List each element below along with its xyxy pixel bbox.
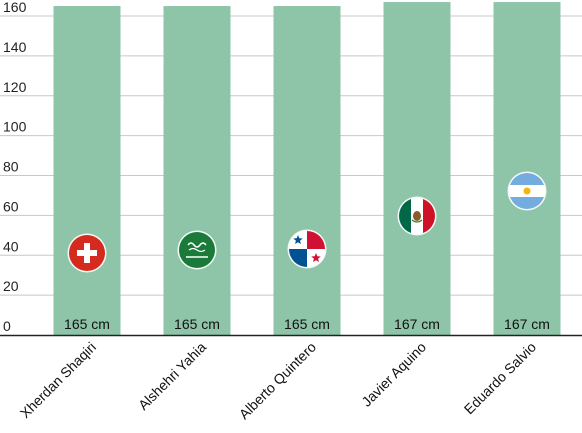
y-tick-label: 140 — [3, 39, 27, 55]
data-label: 167 cm — [394, 316, 440, 332]
flags — [67, 171, 547, 273]
data-label: 165 cm — [174, 316, 220, 332]
y-tick-label: 100 — [3, 119, 27, 135]
y-axis-ticks: 0 20 40 60 80 100 120 140 160 — [3, 0, 27, 334]
y-tick-label: 0 — [3, 318, 11, 334]
bar — [273, 6, 341, 335]
x-tick-label: Javier Aquino — [358, 339, 429, 410]
bar — [493, 2, 561, 335]
data-label: 165 cm — [284, 316, 330, 332]
y-tick-label: 20 — [3, 278, 19, 294]
y-tick-label: 160 — [3, 0, 27, 15]
mexico-flag-icon — [397, 196, 437, 236]
data-labels: 165 cm 165 cm 165 cm 167 cm 167 cm — [64, 316, 550, 332]
x-tick-label: Xherdan Shaqiri — [17, 339, 99, 421]
x-tick-label: Alshehri Yahia — [135, 339, 209, 413]
y-tick-label: 80 — [3, 159, 19, 175]
bar — [163, 6, 231, 335]
data-label: 167 cm — [504, 316, 550, 332]
bar — [383, 2, 451, 335]
data-label: 165 cm — [64, 316, 110, 332]
switzerland-flag-icon — [67, 233, 107, 273]
y-tick-label: 40 — [3, 238, 19, 254]
panama-flag-icon — [287, 229, 327, 269]
x-tick-label: Eduardo Salvio — [461, 339, 540, 418]
bar — [53, 6, 121, 335]
bars — [53, 2, 561, 335]
x-tick-label: Alberto Quintero — [236, 339, 320, 423]
y-tick-label: 120 — [3, 79, 27, 95]
y-tick-label: 60 — [3, 198, 19, 214]
saudi-arabia-flag-icon — [177, 230, 217, 270]
argentina-flag-icon — [507, 171, 547, 211]
x-axis-ticks: Xherdan Shaqiri Alshehri Yahia Alberto Qui… — [17, 339, 539, 423]
